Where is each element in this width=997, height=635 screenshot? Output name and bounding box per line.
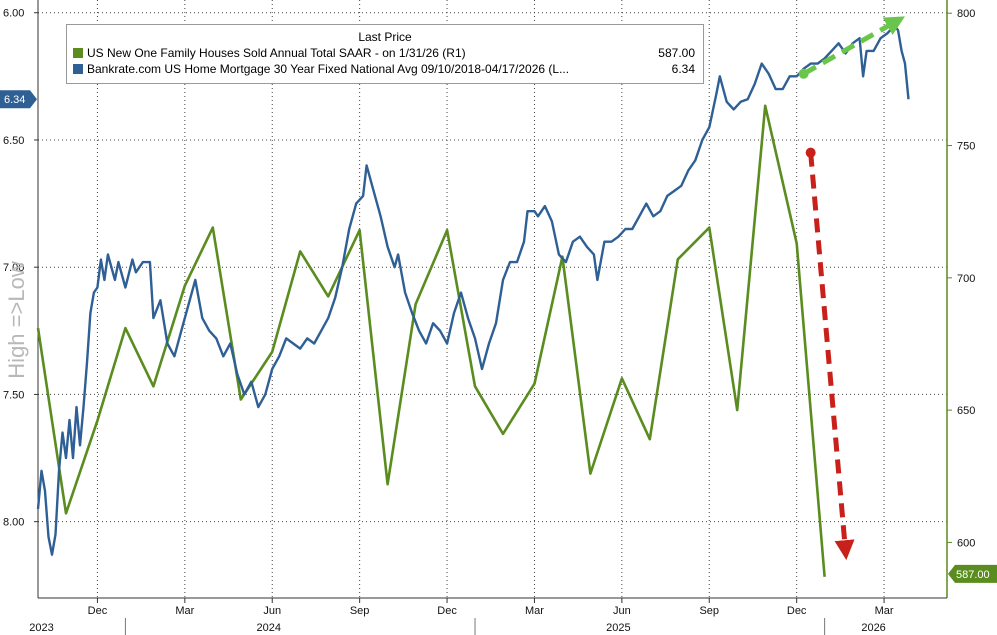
right-tick-label: 700: [957, 273, 975, 285]
annotation-layer: [798, 16, 906, 561]
x-year-label: 2024: [257, 622, 281, 634]
x-tick-label: Mar: [875, 605, 894, 617]
legend-swatch-mortgage-rate: [73, 64, 83, 74]
left-last-value-badge: [0, 90, 37, 109]
left-last-value-text: 6.34: [4, 94, 25, 106]
green-dashed-arrow: [802, 16, 906, 76]
series-line-home-sales: [36, 104, 826, 577]
legend-entry-name: Bankrate.com US Home Mortgage 30 Year Fi…: [87, 62, 570, 76]
legend-entry-value: 6.34: [671, 62, 695, 76]
legend-entry-home-sales: US New One Family Houses Sold Annual Tot…: [73, 46, 695, 62]
legend-entry-value: 587.00: [658, 46, 695, 60]
x-year-label: 2025: [606, 622, 630, 634]
left-tick-label: 8.00: [3, 517, 24, 529]
grid-lines: [38, 0, 947, 598]
legend-entry-name: US New One Family Houses Sold Annual Tot…: [87, 46, 466, 60]
right-tick-label: 750: [957, 141, 975, 153]
x-tick-label: Sep: [699, 605, 719, 617]
x-tick-label: Jun: [613, 605, 631, 617]
legend-title: Last Price: [358, 30, 412, 44]
year-boundary-lines: [124, 618, 826, 635]
right-tick-label: 800: [957, 8, 975, 20]
red-dashed-arrow: [808, 152, 855, 561]
legend: Last Price US New One Family Houses Sold…: [66, 24, 704, 84]
legend-entry-mortgage-rate: Bankrate.com US Home Mortgage 30 Year Fi…: [73, 62, 695, 78]
x-tick-label: Jun: [263, 605, 281, 617]
right-last-value-text: 587.00: [956, 569, 990, 581]
x-tick-label: Dec: [88, 605, 108, 617]
x-year-label: 2026: [861, 622, 885, 634]
legend-swatch-home-sales: [73, 48, 83, 58]
right-tick-label: 600: [957, 537, 975, 549]
axes-frame: [37, 0, 948, 599]
series-layer: [36, 24, 910, 577]
left-axis-ticks: 6.00 6.50 7.00 7.50 8.00: [3, 8, 38, 529]
x-tick-label: Mar: [175, 605, 194, 617]
x-tick-label: Dec: [437, 605, 457, 617]
left-tick-label: 7.50: [3, 389, 24, 401]
x-tick-label: Mar: [525, 605, 544, 617]
left-tick-label: 6.00: [3, 8, 24, 20]
right-axis-ticks: 800 750 700 650 600: [947, 8, 975, 549]
right-last-value-badge: [948, 564, 997, 583]
left-tick-label: 7.00: [3, 262, 24, 274]
last-value-badges: 6.34 587.00: [0, 90, 997, 583]
left-tick-label: 6.50: [3, 135, 24, 147]
x-year-label: 2023: [29, 622, 53, 634]
series-line-mortgage-rate: [36, 24, 910, 556]
x-tick-label: Sep: [350, 605, 370, 617]
right-tick-label: 650: [957, 405, 975, 417]
left-axis-label: High =>Low: [4, 261, 29, 379]
x-tick-label: Dec: [787, 605, 807, 617]
x-axis-ticks: Dec Mar Jun Sep Dec Mar Jun Sep Dec Mar 2023 2024 20…: [29, 598, 894, 634]
